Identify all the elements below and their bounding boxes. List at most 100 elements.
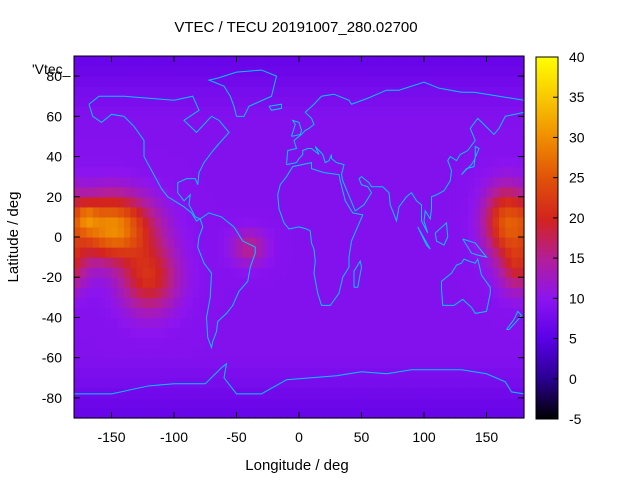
heatmap-cell xyxy=(392,277,400,288)
heatmap-cell xyxy=(136,367,144,379)
heatmap-cell xyxy=(405,66,413,77)
heatmap-cell xyxy=(405,367,413,379)
heatmap-cell xyxy=(249,357,256,369)
heatmap-cell xyxy=(411,156,419,168)
heatmap-cell xyxy=(280,56,288,67)
heatmap-cell xyxy=(399,357,406,369)
heatmap-cell xyxy=(430,126,438,138)
heatmap-cell xyxy=(224,116,231,127)
heatmap-cell xyxy=(486,56,494,67)
heatmap-cell xyxy=(174,116,181,127)
heatmap-cell xyxy=(336,317,344,329)
heatmap-cell xyxy=(99,347,106,359)
heatmap-cell xyxy=(286,176,294,188)
heatmap-cell xyxy=(405,247,413,258)
heatmap-cell xyxy=(342,347,350,359)
heatmap-cell xyxy=(249,247,256,258)
heatmap-cell xyxy=(211,116,219,127)
heatmap-cell xyxy=(492,136,500,148)
heatmap-cell xyxy=(217,146,225,158)
heatmap-cell xyxy=(374,106,381,117)
heatmap-cell xyxy=(336,196,344,208)
heatmap-cell xyxy=(236,86,244,97)
heatmap-cell xyxy=(280,156,288,168)
heatmap-cell xyxy=(349,226,356,238)
heatmap-cell xyxy=(317,257,325,268)
y-tick-label: 0 xyxy=(54,229,62,245)
heatmap-cell xyxy=(142,237,150,248)
heatmap-cell xyxy=(405,397,413,409)
heatmap-cell xyxy=(74,237,81,248)
heatmap-cell xyxy=(267,307,275,319)
heatmap-cell xyxy=(161,337,169,349)
heatmap-cell xyxy=(311,106,319,117)
heatmap-cell xyxy=(111,156,119,168)
heatmap-cell xyxy=(261,176,269,188)
heatmap-cell xyxy=(224,407,231,419)
heatmap-cell xyxy=(505,297,513,308)
heatmap-cell xyxy=(242,377,250,389)
heatmap-cell xyxy=(474,247,481,258)
heatmap-cell xyxy=(255,166,263,178)
heatmap-cell xyxy=(442,206,450,218)
heatmap-cell xyxy=(311,387,319,399)
heatmap-cell xyxy=(161,186,169,198)
heatmap-cell xyxy=(417,237,425,248)
heatmap-cell xyxy=(380,156,388,168)
heatmap-cell xyxy=(149,357,156,369)
heatmap-cell xyxy=(174,257,181,268)
heatmap-cell xyxy=(411,407,419,419)
heatmap-cell xyxy=(505,56,513,67)
heatmap-cell xyxy=(111,226,119,238)
heatmap-cell xyxy=(311,287,319,298)
heatmap-cell xyxy=(111,397,119,409)
heatmap-cell xyxy=(267,66,275,77)
heatmap-cell xyxy=(161,66,169,77)
heatmap-cell xyxy=(280,297,288,308)
heatmap-cell xyxy=(199,56,206,67)
heatmap-cell xyxy=(180,397,188,409)
heatmap-cell xyxy=(230,357,238,369)
heatmap-cell xyxy=(99,287,106,298)
heatmap-cell xyxy=(361,76,369,87)
heatmap-cell xyxy=(155,327,163,339)
heatmap-cell xyxy=(317,136,325,148)
heatmap-cell xyxy=(405,166,413,178)
heatmap-cell xyxy=(461,267,469,278)
heatmap-cell xyxy=(205,297,213,308)
heatmap-cell xyxy=(455,226,463,238)
heatmap-cell xyxy=(336,357,344,369)
heatmap-cell xyxy=(124,407,131,419)
heatmap-cell xyxy=(261,307,269,319)
heatmap-cell xyxy=(286,76,294,87)
heatmap-cell xyxy=(136,186,144,198)
heatmap-cell xyxy=(499,257,506,268)
heatmap-cell xyxy=(361,116,369,127)
heatmap-cell xyxy=(499,126,506,138)
heatmap-cell xyxy=(99,337,106,349)
heatmap-cell xyxy=(249,186,256,198)
heatmap-cell xyxy=(161,106,169,117)
heatmap-cell xyxy=(174,206,181,218)
heatmap-cell xyxy=(86,86,94,97)
heatmap-cell xyxy=(105,176,113,188)
heatmap-cell xyxy=(380,206,388,218)
heatmap-cell xyxy=(517,176,525,188)
heatmap-cells xyxy=(74,56,525,419)
heatmap-cell xyxy=(336,96,344,107)
heatmap-cell xyxy=(161,307,169,319)
heatmap-cell xyxy=(330,237,338,248)
heatmap-cell xyxy=(286,287,294,298)
heatmap-cell xyxy=(124,96,131,107)
heatmap-cell xyxy=(217,317,225,329)
heatmap-cell xyxy=(455,116,463,127)
heatmap-cell xyxy=(355,86,363,97)
heatmap-cell xyxy=(517,126,525,138)
heatmap-cell xyxy=(305,347,313,359)
heatmap-cell xyxy=(280,277,288,288)
heatmap-cell xyxy=(367,297,375,308)
heatmap-cell xyxy=(130,186,138,198)
heatmap-cell xyxy=(517,267,525,278)
heatmap-cell xyxy=(436,397,444,409)
